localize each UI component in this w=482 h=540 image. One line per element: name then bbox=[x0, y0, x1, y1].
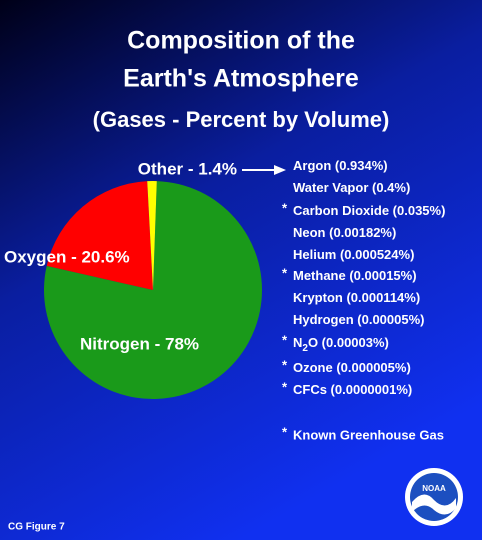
gas-text: Argon (0.934%) bbox=[293, 158, 388, 173]
greenhouse-marker: * bbox=[282, 332, 288, 347]
greenhouse-marker: * bbox=[282, 357, 288, 372]
greenhouse-marker: * bbox=[282, 200, 288, 215]
gas-item: Carbon Dioxide (0.035%) bbox=[293, 203, 445, 218]
gas-text: Krypton (0.000114%) bbox=[293, 290, 420, 305]
gas-item: N2O (0.00003%) bbox=[293, 335, 389, 353]
gas-text: CFCs (0.0000001%) bbox=[293, 382, 412, 397]
chart-title: (Gases - Percent by Volume) bbox=[93, 107, 390, 132]
figure-label: CG Figure 7 bbox=[8, 522, 65, 533]
pie-slice bbox=[43, 181, 262, 399]
gas-item: Water Vapor (0.4%) bbox=[293, 180, 410, 195]
gas-text: Water Vapor (0.4%) bbox=[293, 180, 410, 195]
logo-text: NOAA bbox=[422, 484, 446, 493]
arrow-head bbox=[274, 165, 286, 175]
subscript: 2 bbox=[302, 343, 308, 354]
pie-slice bbox=[46, 181, 153, 290]
footnote: Known Greenhouse Gas bbox=[293, 427, 444, 442]
greenhouse-marker: * bbox=[282, 265, 288, 280]
chart-title: Earth's Atmosphere bbox=[123, 65, 359, 93]
gas-item: Krypton (0.000114%) bbox=[293, 290, 420, 305]
gas-text: Helium (0.000524%) bbox=[293, 247, 414, 262]
gas-text: Neon (0.00182%) bbox=[293, 225, 396, 240]
gas-text: O (0.00003%) bbox=[308, 335, 389, 350]
gas-item: Neon (0.00182%) bbox=[293, 225, 396, 240]
gas-item: Argon (0.934%) bbox=[293, 158, 388, 173]
gas-text: Hydrogen (0.00005%) bbox=[293, 312, 425, 327]
slice-label: Other - 1.4% bbox=[138, 159, 237, 178]
gas-item: CFCs (0.0000001%) bbox=[293, 382, 412, 397]
gas-text: Carbon Dioxide (0.035%) bbox=[293, 203, 445, 218]
gas-item: Hydrogen (0.00005%) bbox=[293, 312, 425, 327]
gas-item: Ozone (0.000005%) bbox=[293, 360, 411, 375]
slice-label: Oxygen - 20.6% bbox=[4, 247, 130, 266]
noaa-logo: NOAA bbox=[405, 468, 463, 526]
greenhouse-marker: * bbox=[282, 424, 288, 439]
slice-label: Nitrogen - 78% bbox=[80, 334, 199, 353]
chart-title: Composition of the bbox=[127, 27, 355, 55]
gas-text: Ozone (0.000005%) bbox=[293, 360, 411, 375]
pie-slice bbox=[147, 181, 157, 290]
gas-text: N bbox=[293, 335, 302, 350]
gas-item: Methane (0.00015%) bbox=[293, 268, 417, 283]
greenhouse-marker: * bbox=[282, 379, 288, 394]
gas-text: Methane (0.00015%) bbox=[293, 268, 417, 283]
gas-item: Helium (0.000524%) bbox=[293, 247, 414, 262]
